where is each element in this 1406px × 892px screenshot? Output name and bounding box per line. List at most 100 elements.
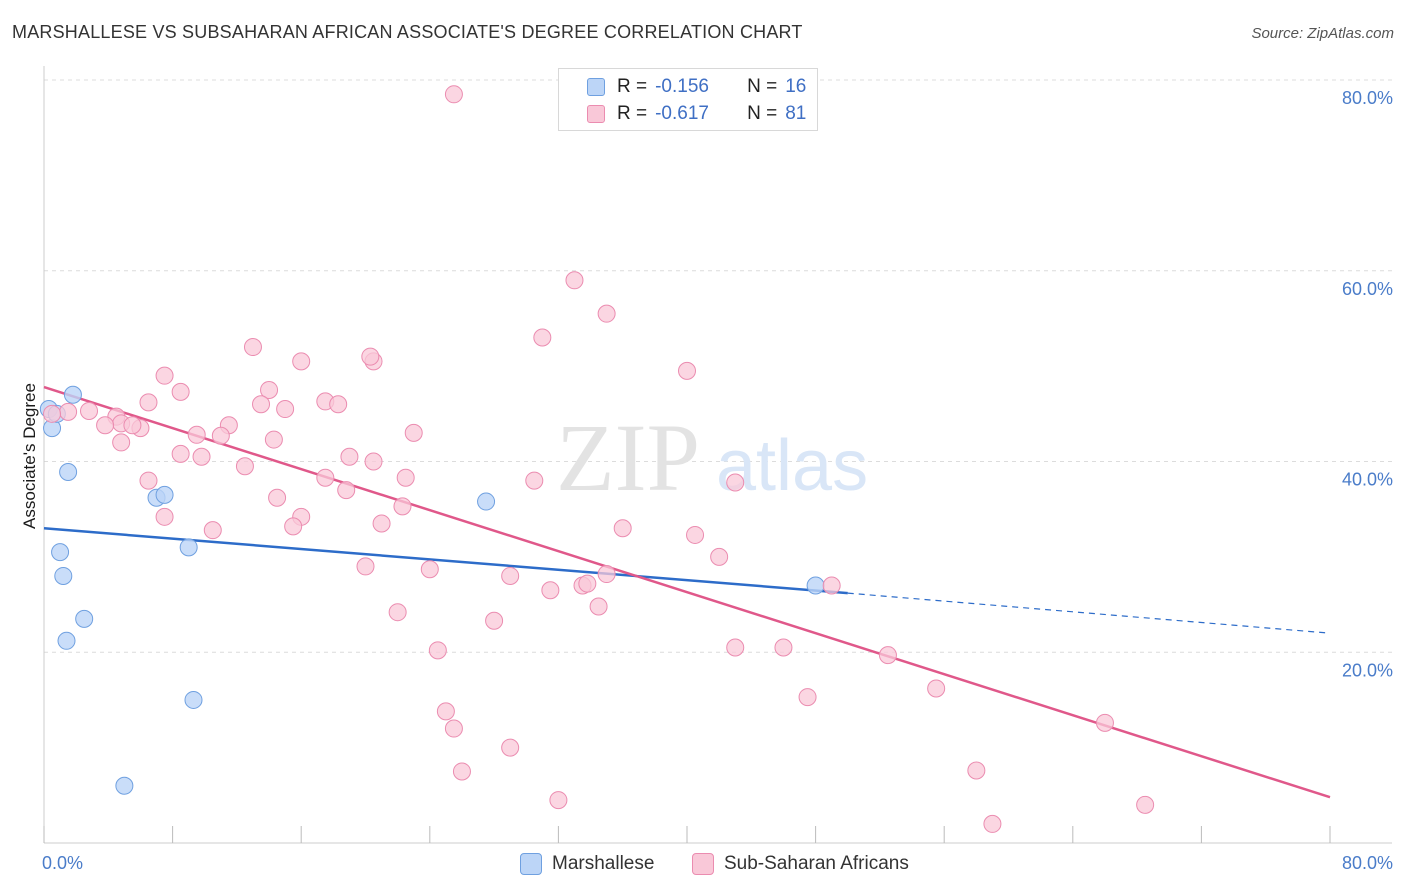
subsaharan-point	[356, 557, 375, 576]
subsaharan-point	[798, 688, 817, 707]
legend-n-value: 16	[785, 76, 807, 97]
subsaharan-point	[43, 404, 62, 423]
subsaharan-point	[452, 762, 471, 781]
legend-swatch-blue	[587, 78, 605, 96]
legend-n-label: N =	[747, 103, 778, 124]
legend-r-value: -0.617	[655, 103, 709, 124]
subsaharan-point	[578, 574, 597, 593]
subsaharan-point	[878, 646, 897, 665]
x-tick-label: 80.0%	[1342, 853, 1393, 873]
subsaharan-point	[436, 702, 455, 721]
subsaharan-point	[565, 271, 584, 290]
marshallese-point	[115, 776, 134, 795]
marshallese-points	[39, 385, 825, 795]
subsaharan-point	[112, 433, 131, 452]
subsaharan-point	[372, 514, 391, 533]
subsaharan-point	[525, 471, 544, 490]
subsaharan-point	[340, 447, 359, 466]
marshallese-point	[59, 462, 78, 481]
subsaharan-point	[444, 719, 463, 738]
subsaharan-point	[396, 468, 415, 487]
legend-r-value: -0.156	[655, 76, 709, 97]
y-tick-label: 40.0%	[1342, 470, 1393, 490]
marshallese-trend-extension	[847, 592, 1331, 634]
subsaharan-point	[80, 401, 99, 420]
source-label: Source: ZipAtlas.com	[1251, 25, 1394, 42]
legend-row-marshallese: R = -0.156 N = 16	[587, 75, 806, 99]
subsaharan-point	[337, 481, 356, 500]
marshallese-point	[57, 631, 76, 650]
bottom-legend-swatch-pink	[692, 853, 714, 875]
marshallese-point	[51, 543, 70, 562]
subsaharan-point	[967, 761, 986, 780]
subsaharan-point	[686, 525, 705, 544]
marshallese-point	[806, 576, 825, 595]
subsaharan-point	[211, 426, 230, 445]
legend-row-subsaharan: R = -0.617 N = 81	[587, 102, 806, 126]
legend-r-label: R =	[617, 76, 648, 97]
subsaharan-point	[927, 679, 946, 698]
subsaharan-point	[171, 382, 190, 401]
subsaharan-point	[388, 603, 407, 622]
subsaharan-point	[428, 641, 447, 660]
watermark-atlas: atlas	[716, 426, 868, 506]
subsaharan-point	[155, 507, 174, 526]
bottom-legend-swatch-blue	[520, 853, 542, 875]
y-axis-label: Associate's Degree	[20, 383, 39, 529]
subsaharan-point	[1095, 713, 1114, 732]
subsaharan-point	[192, 447, 211, 466]
subsaharan-point	[260, 380, 279, 399]
subsaharan-point	[533, 328, 552, 347]
subsaharan-point	[252, 395, 271, 414]
marshallese-point	[155, 485, 174, 504]
subsaharan-point	[361, 347, 380, 366]
marshallese-point	[179, 538, 198, 557]
subsaharan-point	[171, 444, 190, 463]
watermark: ZIP atlas	[556, 404, 868, 511]
trend-lines	[43, 385, 1331, 799]
subsaharan-point	[1136, 795, 1155, 814]
subsaharan-point	[187, 425, 206, 444]
y-tick-label: 60.0%	[1342, 279, 1393, 299]
subsaharan-point	[329, 395, 348, 414]
subsaharan-point	[123, 416, 142, 435]
y-tick-label: 80.0%	[1342, 88, 1393, 108]
x-tick-label: 0.0%	[42, 853, 83, 873]
subsaharan-point	[276, 400, 295, 419]
subsaharan-point	[155, 366, 174, 385]
subsaharan-point	[822, 576, 841, 595]
subsaharan-point	[284, 517, 303, 536]
bottom-legend-subsaharan: Sub-Saharan Africans	[692, 851, 909, 877]
y-tick-label: 20.0%	[1342, 660, 1393, 680]
subsaharan-point	[404, 423, 423, 442]
subsaharan-point	[726, 473, 745, 492]
subsaharan-point	[613, 519, 632, 538]
subsaharan-point	[726, 638, 745, 657]
subsaharan-point	[597, 565, 616, 584]
legend: R = -0.156 N = 16 R = -0.617 N = 81	[558, 68, 818, 131]
marshallese-point	[63, 385, 82, 404]
legend-n-label: N =	[747, 76, 778, 97]
subsaharan-point	[59, 402, 78, 421]
subsaharan-point	[203, 521, 222, 540]
subsaharan-point	[983, 814, 1002, 833]
subsaharan-points	[43, 85, 1155, 833]
chart-title: MARSHALLESE VS SUBSAHARAN AFRICAN ASSOCI…	[12, 22, 803, 42]
subsaharan-point	[501, 738, 520, 757]
subsaharan-point	[268, 488, 287, 507]
subsaharan-point	[364, 452, 383, 471]
legend-swatch-pink	[587, 105, 605, 123]
subsaharan-point	[393, 497, 412, 516]
subsaharan-trend-line	[43, 385, 1331, 799]
watermark-zip: ZIP	[556, 404, 700, 511]
subsaharan-point	[485, 611, 504, 630]
marshallese-point	[184, 690, 203, 709]
subsaharan-point	[501, 566, 520, 585]
bottom-legend-label-subsaharan: Sub-Saharan Africans	[724, 853, 909, 874]
subsaharan-point	[96, 416, 115, 435]
marshallese-point	[477, 492, 496, 511]
marshallese-point	[54, 566, 73, 585]
subsaharan-point	[710, 547, 729, 566]
marshallese-trend-line	[43, 527, 848, 595]
